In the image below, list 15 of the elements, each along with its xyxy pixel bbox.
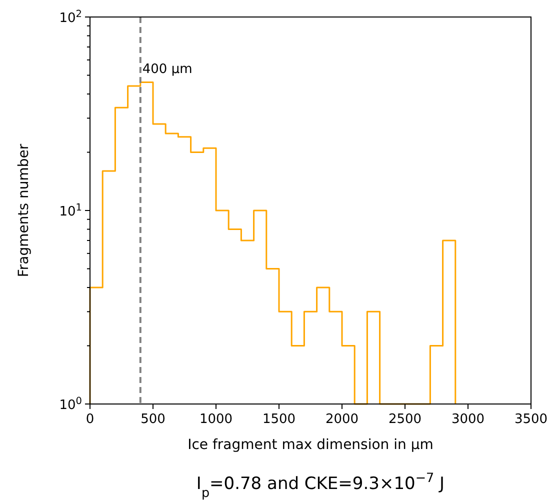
text: I$_{p}$=0.78 and CKE=9.3×10$^{−7}$ J bbox=[196, 470, 445, 500]
x-tick-label: 0 bbox=[86, 412, 94, 427]
x-tick-label: 1000 bbox=[199, 412, 233, 427]
y-tick-label: 10$^{1}$ bbox=[59, 202, 82, 220]
x-tick-label: 500 bbox=[140, 412, 166, 427]
x-tick-label: 3500 bbox=[514, 412, 548, 427]
y-tick-label: 10$^{0}$ bbox=[59, 396, 82, 413]
x-tick-label: 2500 bbox=[388, 412, 422, 427]
y-tick-label: 10$^{2}$ bbox=[59, 8, 82, 26]
x-tick-label: 2000 bbox=[325, 412, 359, 427]
ref-line-label: 400 µm bbox=[142, 62, 192, 77]
x-axis-title: Ice fragment max dimension in µm bbox=[188, 437, 434, 453]
x-tick-label: 3000 bbox=[451, 412, 485, 427]
y-axis-title: Fragments number bbox=[16, 144, 32, 278]
x-tick-label: 1500 bbox=[262, 412, 296, 427]
